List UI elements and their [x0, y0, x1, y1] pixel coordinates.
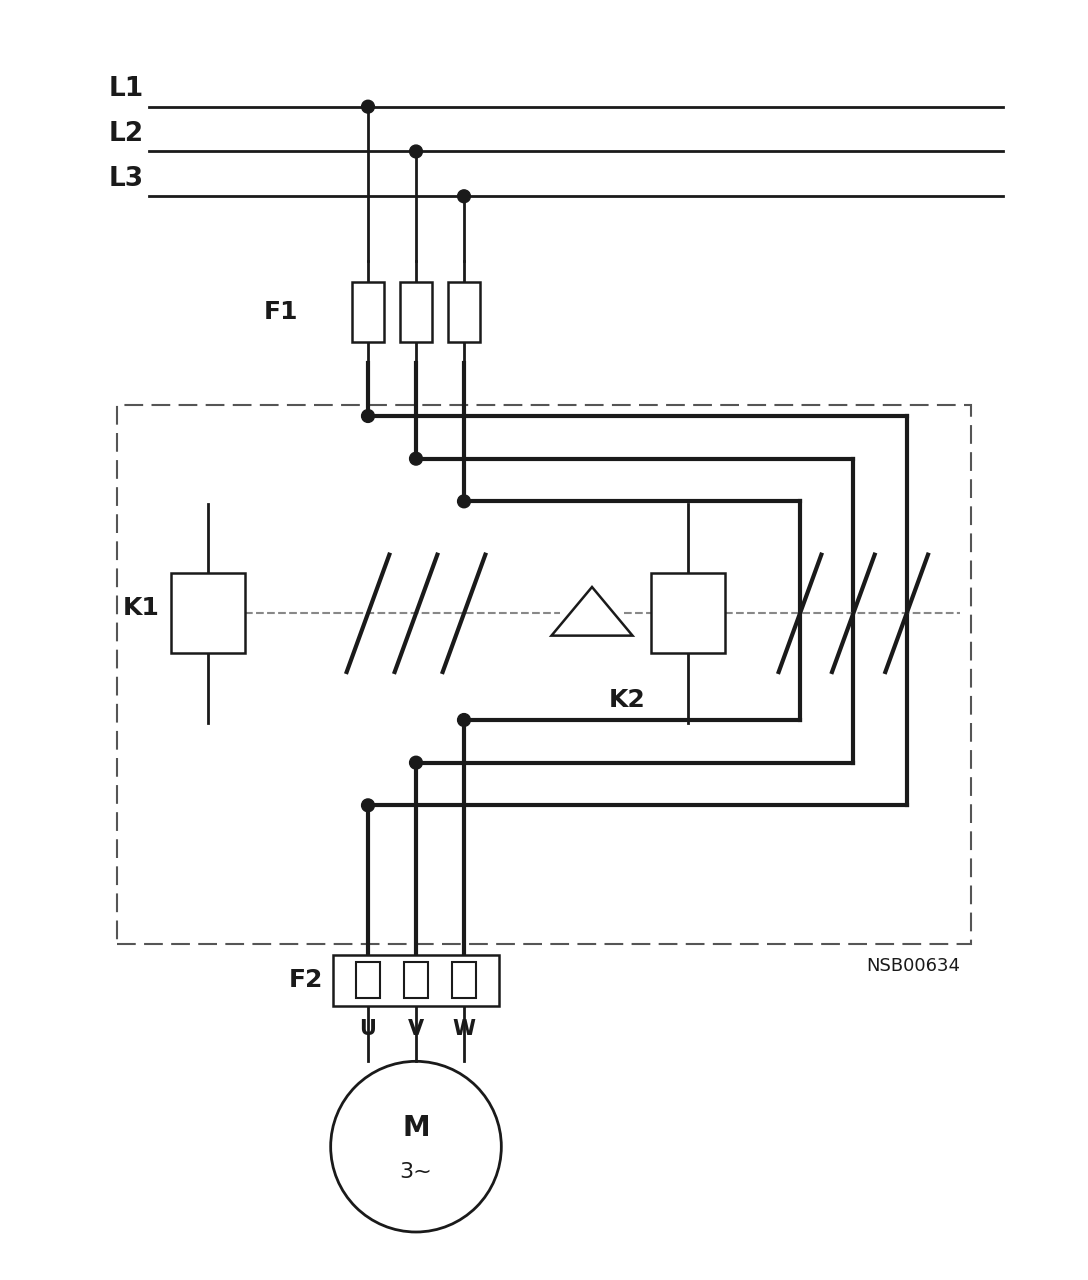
Text: F1: F1 — [264, 300, 299, 324]
Text: F2: F2 — [288, 968, 323, 992]
Circle shape — [458, 714, 470, 726]
Text: L3: L3 — [109, 166, 144, 192]
Circle shape — [409, 756, 422, 769]
Circle shape — [458, 495, 470, 508]
Text: U: U — [359, 1019, 376, 1038]
Text: 3~: 3~ — [399, 1162, 432, 1183]
Text: V: V — [408, 1019, 424, 1038]
Text: M: M — [403, 1114, 430, 1142]
Text: L2: L2 — [109, 122, 144, 147]
Bar — [356, 963, 380, 998]
Text: K2: K2 — [608, 689, 645, 712]
Circle shape — [361, 799, 374, 812]
Bar — [405, 963, 428, 998]
Bar — [118, 406, 970, 945]
Text: W: W — [453, 1019, 475, 1038]
Circle shape — [361, 410, 374, 422]
Bar — [453, 963, 475, 998]
Bar — [448, 282, 480, 342]
Circle shape — [458, 189, 470, 202]
Bar — [400, 282, 432, 342]
Text: NSB00634: NSB00634 — [866, 956, 960, 975]
Circle shape — [409, 145, 422, 157]
Bar — [651, 573, 726, 653]
Bar — [333, 955, 498, 1006]
Circle shape — [409, 452, 422, 465]
Bar — [353, 282, 384, 342]
Bar — [171, 573, 245, 653]
Circle shape — [361, 100, 374, 113]
Text: L1: L1 — [109, 77, 144, 102]
Text: K1: K1 — [123, 596, 160, 620]
